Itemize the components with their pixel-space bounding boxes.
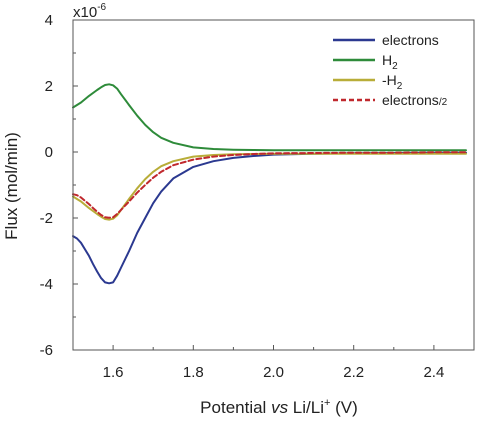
legend-label: electrons/2	[382, 92, 448, 108]
x-axis-title-sup: +	[324, 397, 330, 409]
x-tick-label: 2.4	[423, 364, 444, 381]
y-tick-label: -4	[40, 276, 53, 293]
ticks-group: -6 -4 -2 0 2 4 1.6 1.8 2.0 2.2 2.4	[40, 12, 445, 381]
series-line-electrons-2	[72, 151, 467, 219]
y-tick-label: -2	[40, 210, 53, 227]
series-line-h2	[72, 83, 467, 152]
y-tick-label: 2	[45, 78, 53, 95]
x-axis-title-end: (V)	[330, 398, 357, 417]
series-group	[72, 83, 467, 285]
plot-frame	[72, 19, 475, 351]
y-axis-title: Flux (mol/min)	[2, 132, 21, 240]
y-multiplier-exp: -6	[97, 2, 106, 13]
x-tick-label: 2.0	[263, 364, 284, 381]
y-tick-label: 4	[45, 12, 53, 29]
x-axis-title-main: Potential	[200, 398, 271, 417]
x-tick-label: 1.6	[103, 364, 124, 381]
y-tick-label: 0	[45, 144, 53, 161]
x-axis-title: Potential vs Li/Li+ (V)	[200, 397, 358, 417]
y-multiplier: x10-6	[73, 2, 107, 21]
legend-label: -H2	[382, 72, 403, 92]
y-multiplier-base: x10	[73, 4, 97, 21]
legend-label: H2	[382, 52, 398, 72]
series-line-electrons	[72, 151, 467, 285]
legend-label: electrons	[382, 32, 439, 48]
series-line--h2	[72, 152, 467, 221]
x-axis-title-rest: Li/Li	[288, 398, 324, 417]
y-tick-label: -6	[40, 342, 53, 359]
x-axis-title-italic: vs	[271, 398, 289, 417]
x-tick-label: 1.8	[183, 364, 204, 381]
x-tick-label: 2.2	[343, 364, 364, 381]
